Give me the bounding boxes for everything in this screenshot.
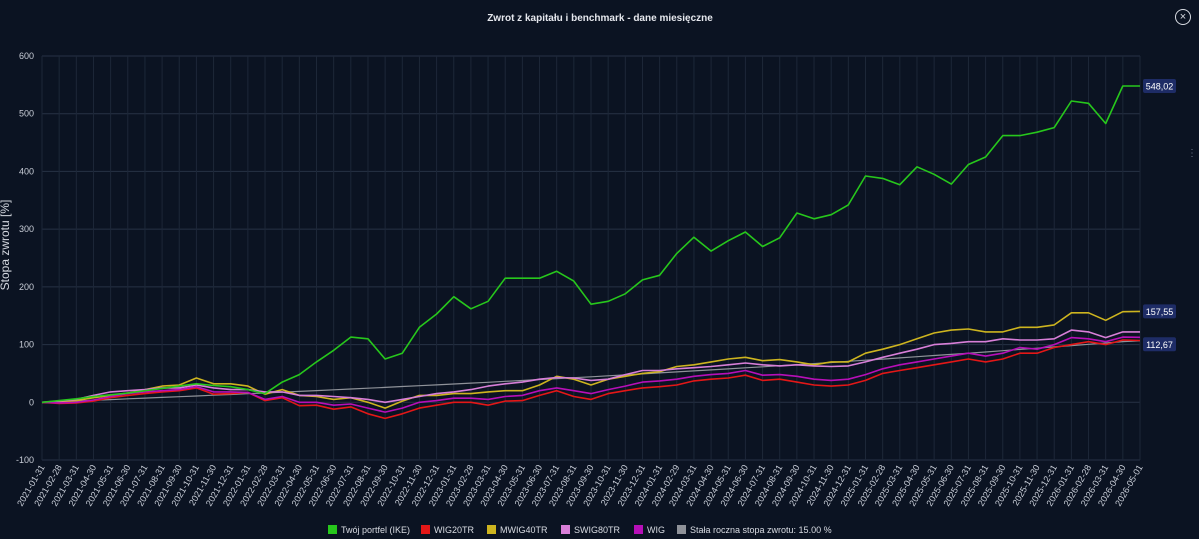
legend-swatch xyxy=(421,525,430,534)
legend-item[interactable]: Twój portfel (IKE) xyxy=(328,525,410,535)
legend: Twój portfel (IKE) WIG20TR MWIG40TR SWIG80T… xyxy=(328,525,832,535)
end-label-box xyxy=(1143,304,1176,319)
legend-label: MWIG40TR xyxy=(500,525,548,535)
end-value-label: 157,55 xyxy=(1146,307,1174,317)
chart-title: Zwrot z kapitału i benchmark - dane mies… xyxy=(487,13,713,24)
y-tick-label: 600 xyxy=(19,51,34,61)
y-tick-label: 200 xyxy=(19,282,34,292)
legend-item[interactable]: MWIG40TR xyxy=(487,525,548,535)
y-axis-label: Stopa zwrotu [%] xyxy=(0,200,12,291)
legend-label: WIG20TR xyxy=(434,525,475,535)
end-value-label: 548,02 xyxy=(1146,81,1174,91)
end-label-box xyxy=(1143,78,1176,93)
y-tick-label: 100 xyxy=(19,340,34,350)
x-tick-labels: 2021-01-312021-02-282021-03-312021-04-30… xyxy=(15,463,1145,508)
legend-item[interactable]: Stała roczna stopa zwrotu: 15.00 % xyxy=(677,525,832,535)
series-line-2 xyxy=(42,310,1141,409)
legend-label: WIG xyxy=(647,525,665,535)
y-tick-label: -100 xyxy=(16,455,34,465)
series-line-4 xyxy=(41,336,1141,413)
y-tick-label: 500 xyxy=(19,109,34,119)
end-value-labels: 548,02 157,55 112,67 xyxy=(1143,78,1176,352)
legend-item[interactable]: SWIG80TR xyxy=(561,525,621,535)
legend-swatch xyxy=(561,525,570,534)
end-value-label: 112,67 xyxy=(1146,340,1173,350)
close-icon[interactable]: × xyxy=(1175,9,1191,25)
series-line-0 xyxy=(41,340,1141,403)
end-label-box xyxy=(1143,337,1176,352)
legend-label: Twój portfel (IKE) xyxy=(341,525,410,535)
legend-label: Stała roczna stopa zwrotu: 15.00 % xyxy=(690,525,832,535)
series-lines xyxy=(41,85,1141,420)
y-tick-label: 0 xyxy=(29,397,34,407)
legend-item[interactable]: WIG20TR xyxy=(421,525,475,535)
legend-swatch xyxy=(677,525,686,534)
menu-icon[interactable]: ⋮ xyxy=(1187,148,1197,159)
legend-swatch xyxy=(487,525,496,534)
legend-item[interactable]: WIG xyxy=(634,525,665,535)
legend-swatch xyxy=(634,525,643,534)
y-tick-labels: -100 0 100 200 300 400 500 600 xyxy=(16,51,34,465)
series-line-3 xyxy=(41,329,1140,404)
y-tick-label: 300 xyxy=(19,224,34,234)
y-tick-label: 400 xyxy=(19,166,34,176)
legend-swatch xyxy=(328,525,337,534)
series-line-5 xyxy=(41,85,1140,404)
series-line-1 xyxy=(41,339,1141,420)
legend-label: SWIG80TR xyxy=(574,525,621,535)
